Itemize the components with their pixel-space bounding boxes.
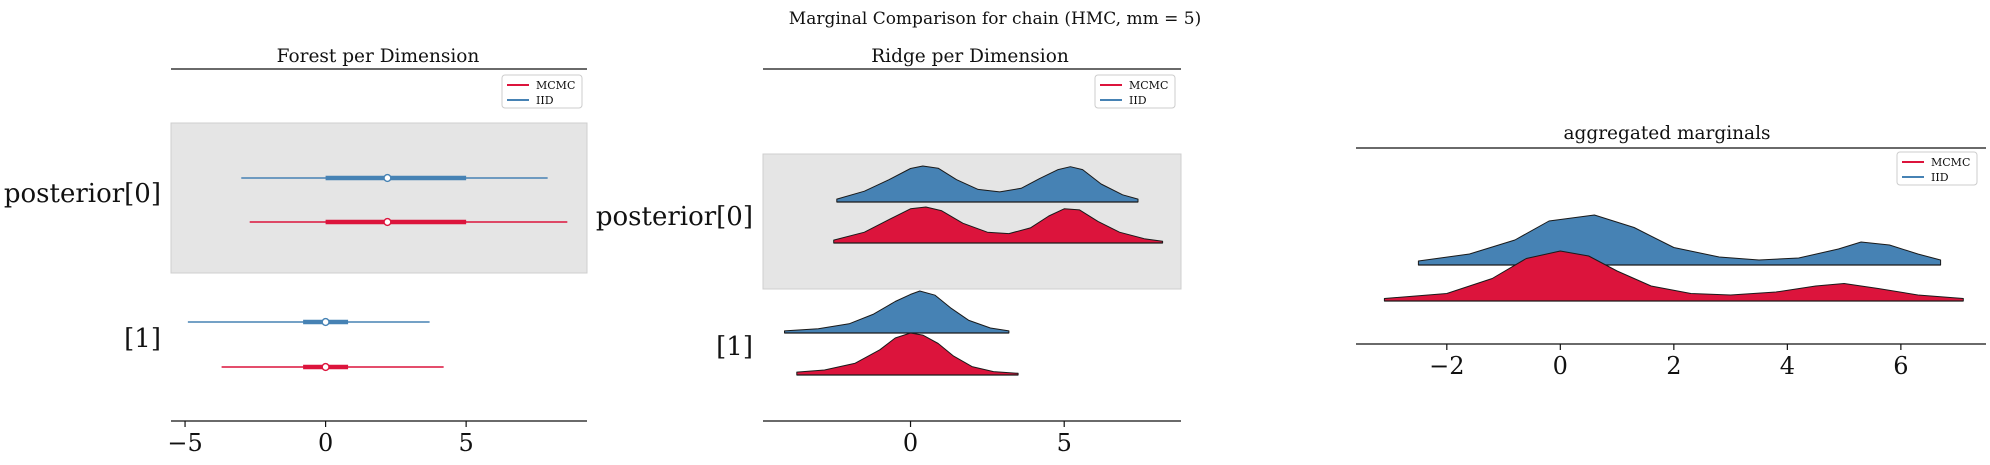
legend-label-mcmc: MCMC [1931,156,1970,169]
forest-panel: Forest per Dimension posterior[0] [1] −5 0 5… [4,46,588,457]
median-point-mcmc [321,362,330,372]
legend: MCMC IID [1094,74,1176,109]
figure-suptitle: Marginal Comparison for chain (HMC, mm =… [789,9,1201,29]
x-tick-label: −5 [167,429,202,457]
x-tick-label: 0 [903,429,918,457]
density-mcmc [1383,250,1964,302]
density-mcmc [796,332,1019,376]
x-tick-label: 2 [1666,352,1681,380]
density-mcmc [833,206,1164,244]
median-point-mcmc [383,217,392,227]
median-point-iid [321,317,330,327]
median-point-iid [383,173,392,183]
row-label: [1] [124,324,161,354]
legend-label-iid: IID [536,94,554,107]
legend: MCMC IID [501,74,583,109]
density-iid [784,290,1010,334]
row-label: [1] [716,332,753,362]
legend-label-iid: IID [1931,171,1949,184]
legend-label-mcmc: MCMC [536,79,575,92]
x-tick-label: −2 [1429,352,1464,380]
density-iid [1417,214,1942,266]
legend-label-iid: IID [1129,94,1147,107]
density-iid [836,165,1139,203]
ridge-panel: Ridge per Dimension posterior[0] [1] 0 5 MCM… [596,46,1182,457]
x-tick-label: 5 [1057,429,1072,457]
x-tick-label: 4 [1780,352,1795,380]
legend-label-mcmc: MCMC [1129,79,1168,92]
ridge-panel-title: Ridge per Dimension [871,46,1069,67]
x-tick-label: 6 [1893,352,1908,380]
row-shade-band [762,153,1182,290]
row-shade-band [170,122,588,274]
aggregated-panel: aggregated marginals −2 0 2 4 6 MCMC IID [1356,123,1986,380]
x-tick-label: 5 [458,429,473,457]
aggregated-panel-title: aggregated marginals [1563,123,1770,144]
legend: MCMC IID [1896,151,1978,186]
x-tick-label: 0 [1553,352,1568,380]
forest-panel-title: Forest per Dimension [277,46,480,67]
row-label: posterior[0] [596,202,753,232]
row-label: posterior[0] [4,179,161,209]
x-tick-label: 0 [318,429,333,457]
